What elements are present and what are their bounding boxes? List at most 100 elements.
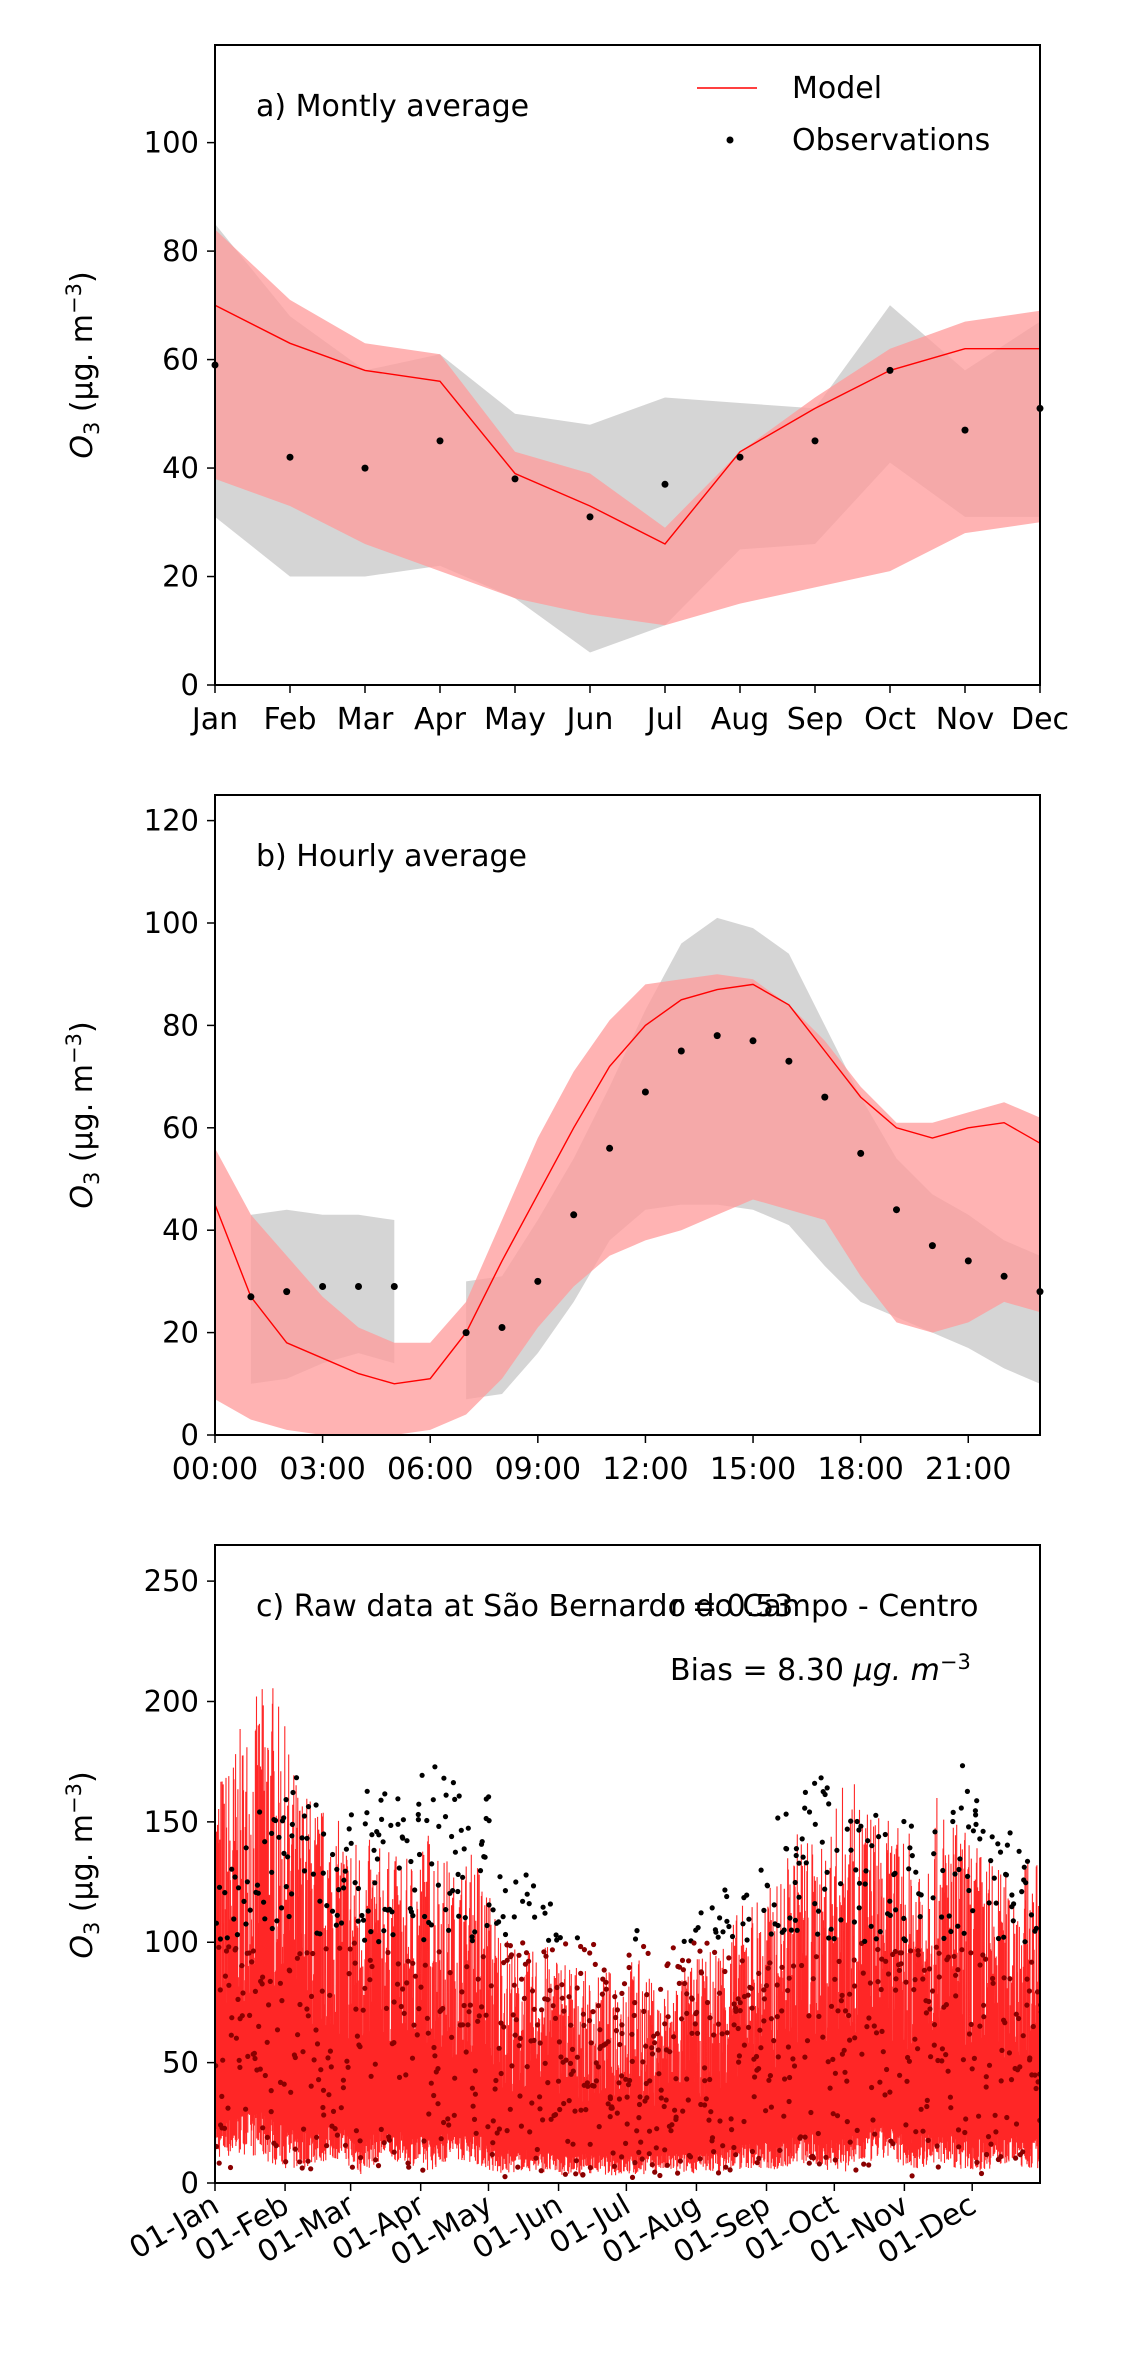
observation-point: [216, 2160, 222, 2166]
observation-point: [543, 1953, 549, 1959]
observation-point: [428, 2080, 434, 2086]
observation-point: [299, 2165, 305, 2171]
observation-point: [639, 2156, 645, 2162]
observation-point: [702, 2078, 708, 2084]
observation-point: [268, 2109, 274, 2115]
observation-point: [279, 1998, 285, 2004]
observation-point: [251, 2050, 257, 2056]
observation-point: [785, 1987, 791, 1994]
observation-point: [537, 2094, 543, 2100]
observation-point: [341, 1885, 347, 1891]
observation-point: [593, 2060, 599, 2066]
observation-point: [761, 2018, 767, 2024]
observation-point: [737, 2000, 743, 2006]
observation-point: [698, 1969, 704, 1975]
observation-point: [305, 2013, 311, 2019]
observation-point: [436, 437, 444, 445]
observation-point: [552, 2015, 559, 2021]
observation-point: [779, 2008, 785, 2014]
observation-point: [654, 2126, 660, 2132]
observation-point: [395, 1961, 401, 1967]
observation-point: [936, 1950, 942, 1956]
observation-point: [601, 1967, 607, 1973]
observation-point: [476, 2013, 482, 2019]
observation-point: [906, 2058, 913, 2064]
observation-point: [879, 2028, 885, 2034]
observation-point: [724, 1893, 730, 1900]
observation-point: [395, 1796, 401, 1802]
observation-point: [689, 2030, 695, 2036]
observation-point: [653, 2145, 659, 2151]
observation-point: [530, 1883, 537, 1889]
observation-point: [816, 2161, 823, 2167]
observation-point: [614, 2007, 621, 2013]
observation-point: [733, 2008, 739, 2014]
observation-point: [969, 2066, 975, 2072]
observation-point: [815, 1931, 821, 1937]
observation-point: [791, 2063, 798, 2069]
observation-point: [812, 1901, 818, 1907]
observation-point: [651, 2033, 657, 2039]
observation-point: [574, 2054, 581, 2060]
observation-point: [401, 2010, 407, 2016]
observation-point: [600, 1976, 606, 1982]
observation-point: [441, 1775, 447, 1781]
observation-point: [955, 1967, 961, 1973]
observation-point: [286, 1913, 292, 1920]
observation-point: [935, 2057, 941, 2064]
observation-point: [305, 1804, 312, 1810]
observation-point: [1028, 1912, 1034, 1918]
observation-point: [741, 2042, 748, 2048]
observation-point: [512, 2032, 518, 2038]
x-tick-label: Jul: [645, 702, 683, 737]
observation-point: [671, 2034, 677, 2040]
legend-model-label: Model: [792, 71, 882, 106]
observation-point: [999, 2047, 1005, 2053]
observation-point: [396, 2074, 403, 2080]
observation-point: [673, 2076, 679, 2082]
observation-point: [936, 1974, 942, 1980]
observation-point: [826, 1801, 832, 1807]
observation-point: [953, 1972, 959, 1978]
observation-point: [612, 1994, 618, 2000]
observation-point: [677, 1964, 683, 1970]
observation-point: [361, 464, 369, 472]
observation-point: [563, 1941, 569, 1947]
observation-point: [1001, 1975, 1007, 1981]
panel-a-observation-points: [211, 361, 1044, 521]
observation-point: [838, 1881, 844, 1887]
observation-point: [634, 2128, 640, 2134]
observation-point: [553, 1932, 559, 1938]
observation-point: [713, 1929, 719, 1935]
observation-point: [875, 1946, 881, 1953]
observation-point: [546, 1937, 552, 1943]
observation-point: [321, 1831, 327, 1837]
observation-point: [981, 2002, 987, 2008]
observation-point: [547, 1901, 554, 1907]
observation-point: [796, 1860, 802, 1866]
observation-point: [436, 1949, 442, 1955]
observation-point: [225, 2105, 231, 2111]
observation-point: [216, 1944, 222, 1950]
observation-point: [243, 1845, 249, 1851]
observation-point: [355, 1283, 362, 1290]
observation-point: [848, 1847, 854, 1853]
observation-point: [372, 1880, 378, 1886]
observation-point: [619, 1990, 625, 1996]
observation-point: [812, 1821, 818, 1827]
observation-point: [736, 2053, 743, 2059]
observation-point: [846, 2012, 852, 2019]
observation-point: [319, 1283, 327, 1290]
y-tick-label: 40: [162, 451, 199, 485]
observation-point: [908, 1823, 915, 1829]
observation-point: [341, 1877, 347, 1883]
observation-point: [893, 1907, 899, 1913]
y-tick-label: 0: [181, 1418, 199, 1452]
observation-point: [957, 1856, 963, 1862]
observation-point: [711, 2032, 717, 2038]
observation-point: [736, 2059, 742, 2065]
observation-point: [931, 2042, 937, 2048]
observation-point: [720, 2143, 726, 2149]
observation-point: [806, 2013, 812, 2019]
observation-point: [496, 1919, 502, 1925]
